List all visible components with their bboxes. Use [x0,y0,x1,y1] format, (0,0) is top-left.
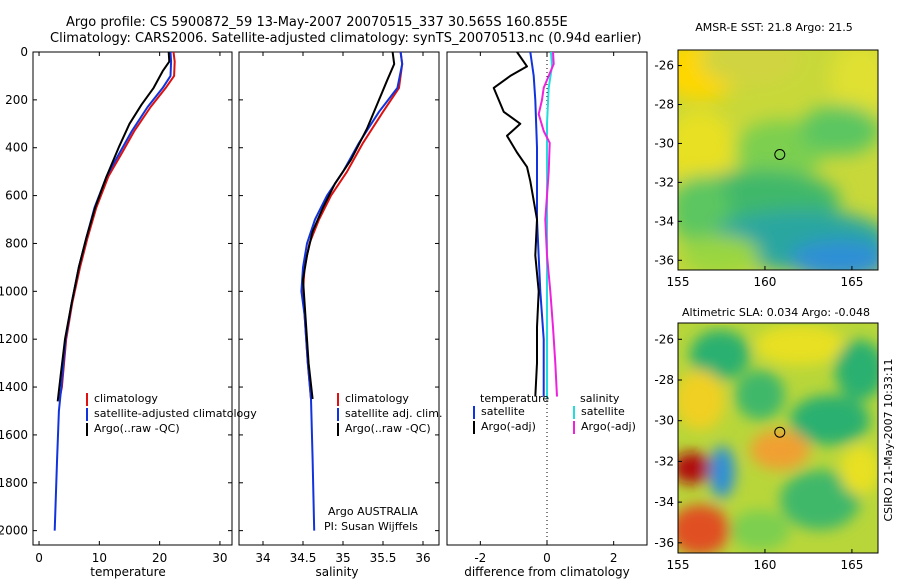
difference-xtick-label: 0 [543,551,551,565]
depth-tick-label: 1200 [0,332,28,346]
salinity-xtick-label: 34 [255,551,270,565]
difference-xtick-label: -2 [474,551,486,565]
sla-map-frame [677,322,879,554]
legend-label-argo: Argo(..raw -QC) [94,422,180,435]
depth-tick-label: 600 [5,189,28,203]
salinity-xtick-label: 35 [335,551,350,565]
salinity-legend: climatology satellite adj. clim. Argo(..… [337,392,442,436]
sst-map-ytick-label: -28 [654,98,674,112]
legend-title-salinity: salinity [580,392,620,405]
sst-map-ytick-label: -32 [654,175,674,189]
sla-map-panel: Altimetric SLA: 0.034 Argo: -0.048 155 16… [654,306,879,572]
sla-map-ytick-label: -28 [654,373,674,387]
sst-map-xtick-label: 155 [667,275,690,289]
sst-map-ytick-label: -30 [654,136,674,150]
depth-tick-label: 2000 [0,524,28,538]
temperature-series-climatology-0 [58,51,176,400]
temperature-xtick-label: 20 [152,551,167,565]
difference-series-satellite-2 [546,51,553,399]
legend-label-argo: Argo(..raw -QC) [345,422,431,435]
sst-heatmap [678,50,878,270]
sst-map-xtick-label: 160 [754,275,777,289]
difference-series-argo-adj--3 [537,51,558,397]
salinity-panel: 34 34.5 35 35.5 36 salinity climatology sate… [238,51,442,579]
salinity-axes-frame [238,51,440,546]
salinity-xtick-label: 35.5 [370,551,397,565]
sla-map-ytick-label: -36 [654,536,674,550]
salinity-xtick-label: 34.5 [290,551,317,565]
figure-title-line2: Climatology: CARS2006. Satellite-adjuste… [50,31,642,46]
legend-label-climatology: climatology [345,392,409,405]
difference-series-argo-adj--1 [492,51,540,397]
figure-title-line1: Argo profile: CS 5900872_59 13-May-2007 … [66,15,568,30]
legend-label-climatology: climatology [94,392,158,405]
depth-tick-label: 1000 [0,284,28,298]
temperature-series-satellite-1 [53,51,173,531]
depth-tick-label: 200 [5,93,28,107]
sst-map-ytick-label: -26 [654,59,674,73]
sst-map-panel: AMSR-E SST: 21.8 Argo: 21.5 155 160 165 -26… [654,21,879,289]
difference-legend: temperature satellite Argo(-adj) salinit… [473,392,636,434]
salinity-series-climatology-0 [302,51,404,400]
temperature-xtick-label: 30 [212,551,227,565]
sla-map-title: Altimetric SLA: 0.034 Argo: -0.048 [682,306,870,319]
difference-xtick-label: 2 [610,551,618,565]
difference-panel: -2 0 2 difference from climatology tempera… [446,51,648,579]
depth-tick-label: 800 [5,236,28,250]
sla-map-xtick-label: 160 [754,558,777,572]
temperature-xlabel: temperature [90,565,165,579]
sla-map-xtick-label: 155 [667,558,690,572]
depth-tick-label: 1400 [0,380,28,394]
salinity-xtick-label: 36 [415,551,430,565]
temperature-axes-frame [32,51,233,546]
salinity-xlabel: salinity [315,565,358,579]
credit-argo-australia: Argo AUSTRALIA [328,505,418,518]
legend-label-temp-satellite: satellite [481,405,525,418]
temperature-xtick-label: 0 [35,551,43,565]
temperature-legend: climatology satellite-adjusted climatolo… [86,392,257,436]
sst-map-xtick-label: 165 [840,275,863,289]
temperature-panel: 0 200 400 600 800 1000 1200 1400 1600 1800 2000 0 10… [0,45,257,579]
sla-map-ytick-label: -26 [654,332,674,346]
sla-map-ytick-label: -34 [654,495,674,509]
sst-map-frame [677,49,879,271]
difference-series-satellite-0 [529,51,545,397]
sla-map-xtick-label: 165 [840,558,863,572]
salinity-series-argo-2 [302,51,396,400]
sla-map-ytick-label: -32 [654,454,674,468]
argo-float-location-marker [774,149,786,160]
sst-map-title: AMSR-E SST: 21.8 Argo: 21.5 [695,21,853,34]
sla-heatmap [678,323,878,553]
sla-map-ytick-label: -30 [654,414,674,428]
temperature-xtick-label: 10 [92,551,107,565]
csiro-timestamp: CSIRO 21-May-2007 10:33:11 [882,358,895,521]
legend-label-sal-satellite: satellite [581,405,625,418]
legend-label-sal-argo: Argo(-adj) [581,420,636,433]
legend-label-satellite: satellite adj. clim. [345,407,442,420]
legend-title-temperature: temperature [480,392,549,405]
credit-pi: PI: Susan Wijffels [324,520,418,533]
sst-map-ytick-label: -34 [654,214,674,228]
depth-tick-label: 0 [20,45,28,59]
legend-label-satellite: satellite-adjusted climatology [94,407,257,420]
sst-map-ytick-label: -36 [654,253,674,267]
legend-label-temp-argo: Argo(-adj) [481,420,536,433]
temperature-series-argo-2 [56,51,171,402]
salinity-series-satellite-1 [300,51,404,531]
argo-float-location-marker [774,426,786,438]
depth-tick-label: 400 [5,141,28,155]
depth-tick-label: 1600 [0,428,28,442]
depth-tick-label: 1800 [0,476,28,490]
difference-xlabel: difference from climatology [464,565,630,579]
